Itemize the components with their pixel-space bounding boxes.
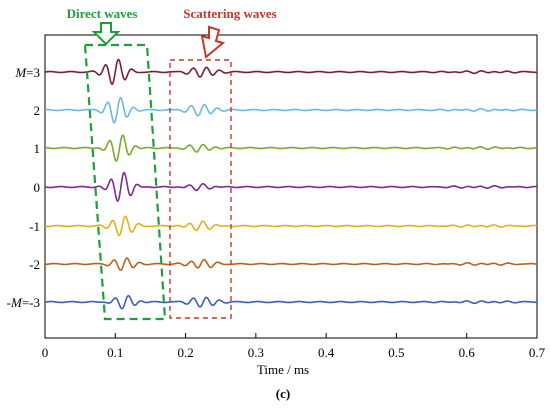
- direct-waves-label: Direct waves: [67, 6, 138, 21]
- direct-waves-arrow: [91, 22, 121, 46]
- trace-line: [45, 96, 537, 124]
- x-ticks: [44, 333, 538, 338]
- direct-waves-box: [83, 43, 167, 321]
- trace-label: 0: [34, 180, 41, 195]
- x-tick-label: 0.3: [248, 345, 264, 360]
- trace-label: -1: [29, 219, 40, 234]
- x-axis-label: Time / ms: [257, 362, 309, 377]
- trace-label: 1: [34, 141, 41, 156]
- x-tick-label: 0.2: [177, 345, 193, 360]
- trace-line: [45, 134, 537, 163]
- trace-label: -M=-3: [7, 295, 40, 310]
- scattering-waves-box: [169, 59, 232, 319]
- trace-label: M=3: [14, 65, 40, 80]
- trace-line: [44, 215, 538, 237]
- trace-line: [45, 257, 537, 272]
- panel-label: (c): [276, 386, 290, 401]
- wave-traces: [44, 58, 538, 310]
- x-tick-labels: 0 0.1 0.2 0.3 0.4 0.5 0.6 0.7: [42, 345, 546, 360]
- x-tick-label: 0: [42, 345, 49, 360]
- x-tick-label: 0.7: [529, 345, 546, 360]
- y-labels: M=3 2 1 0 -1 -2 -M=-3: [7, 65, 40, 310]
- x-tick-label: 0.5: [388, 345, 404, 360]
- trace-line: [44, 171, 537, 202]
- trace-line: [45, 58, 537, 86]
- x-tick-label: 0.1: [107, 345, 123, 360]
- scattering-waves-arrow: [200, 25, 226, 59]
- x-tick-label: 0.4: [318, 345, 335, 360]
- trace-label: -2: [29, 257, 40, 272]
- x-tick-label: 0.6: [459, 345, 476, 360]
- trace-label: 2: [34, 103, 41, 118]
- trace-line: [45, 294, 537, 310]
- scattering-waves-label: Scattering waves: [183, 6, 277, 21]
